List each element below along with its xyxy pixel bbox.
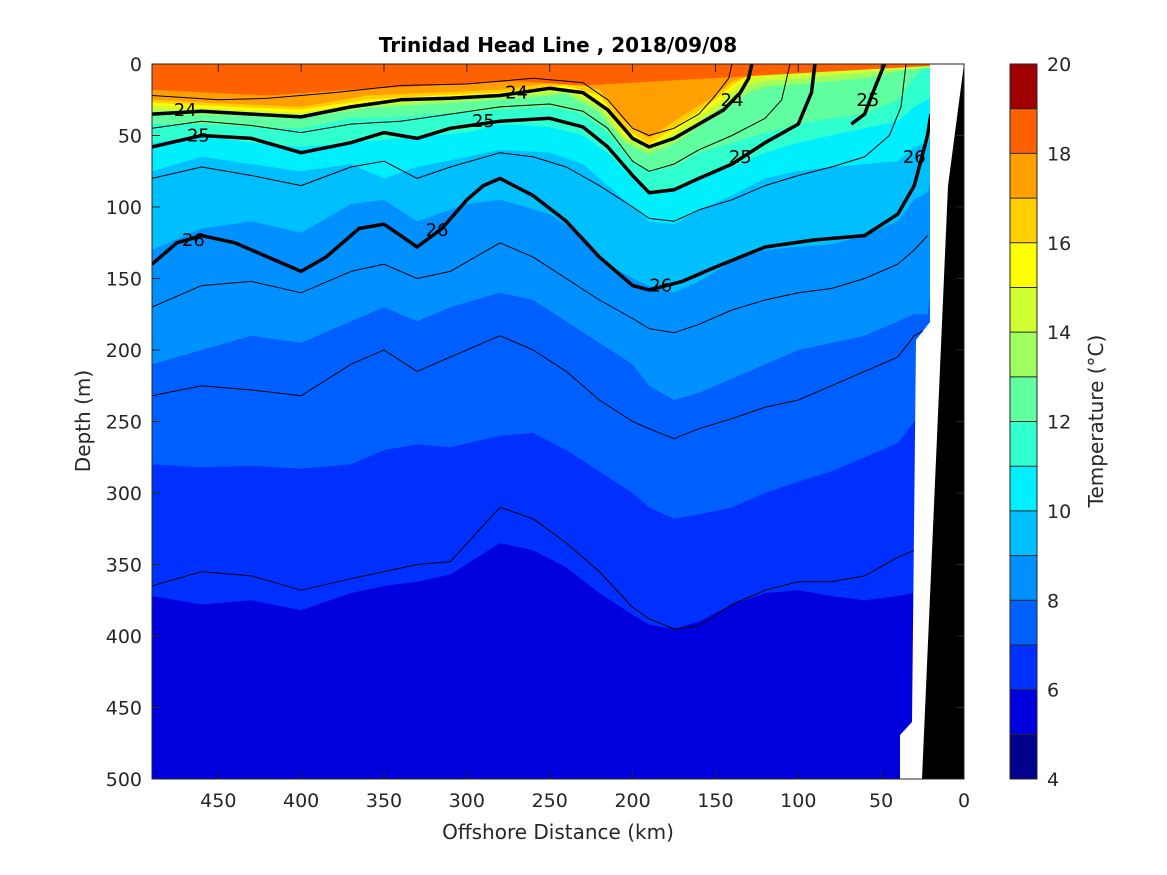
contour-line-6 [152,506,928,630]
y-tick-label: 300 [106,483,142,505]
contour-line-9 [152,64,907,222]
colorbar-tick-label: 10 [1047,501,1071,523]
x-tick-label: 300 [449,790,485,812]
y-tick-label: 250 [106,412,142,434]
colorbar-swatch [1010,644,1037,690]
seafloor-mask [900,64,964,779]
contour-line-8 [152,64,791,172]
chart-title: Trinidad Head Line , 2018/09/08 [379,33,737,57]
contour-label-9: 26 [649,276,672,297]
colorbar-swatch [1010,287,1037,333]
colorbar-tick-label: 16 [1047,233,1071,255]
x-axis-title: Offshore Distance (km) [442,820,674,844]
colorbar-swatch [1010,421,1037,467]
plot-area: 24 24 24 25 25 25 25 26 26 26 26 [152,64,964,779]
contour-label-8: 26 [426,220,449,241]
contour-line-3 [850,64,887,126]
y-tick-label: 150 [106,269,142,291]
colorbar-frame [1009,63,1038,780]
contour-line-7 [152,64,733,136]
colorbar-tick-label: 8 [1047,590,1059,612]
y-tick-label: 350 [106,555,142,577]
colorbar-tick-label: 18 [1047,143,1071,165]
contour-label-7: 26 [182,230,205,251]
x-tick-label: 50 [869,790,893,812]
contour-label-1: 24 [505,83,528,104]
colorbar-swatch [1010,734,1037,779]
colorbar-tick-label: 12 [1047,412,1071,434]
contour-label-4: 25 [472,111,495,132]
x-tick-label: 450 [200,790,236,812]
seafloor-black [922,64,964,779]
contour-label-6: 25 [856,90,879,111]
colorbar-tick-label: 4 [1047,769,1059,791]
x-tick-label: 350 [366,790,402,812]
y-tick-label: 200 [106,340,142,362]
colorbar-tick-label: 20 [1047,54,1071,76]
band-t17 [152,64,964,96]
colorbar-swatch [1010,108,1037,154]
y-axis-title: Depth (m) [71,370,95,472]
contour-line-5 [152,328,928,440]
contour-line-2 [152,113,933,292]
colorbar-swatch [1010,198,1037,243]
contour-lines [152,64,933,630]
colorbar-swatch [1010,555,1037,601]
x-tick-label: 0 [958,790,970,812]
y-tick-label: 450 [106,698,142,720]
x-tick-label: 250 [532,790,568,812]
colorbar: 4 6 8 10 12 14 16 18 20 [1009,54,1071,791]
contour-line-0 [152,64,754,149]
y-tick-label: 500 [106,769,142,791]
colorbar-swatch [1010,153,1037,199]
contour-label-0: 24 [174,100,197,121]
colorbar-title: Temperature (°C) [1084,335,1108,509]
colorbar-swatch [1010,332,1037,377]
x-tick-label: 150 [697,790,733,812]
contour-labels: 24 24 24 25 25 25 25 26 26 26 26 [174,83,926,297]
contour-line-1 [152,64,817,195]
contour-label-3: 25 [187,126,210,147]
x-tick-label: 100 [780,790,816,812]
colorbar-swatch [1010,466,1037,511]
colorbar-swatch [1010,510,1037,556]
colorbar-tick-label: 6 [1047,680,1059,702]
contour-line-4 [152,235,928,334]
y-axis-ticks: 0 50 100 150 200 250 300 350 400 450 500 [106,54,964,791]
colorbar-swatch [1010,376,1037,422]
temperature-bands [152,64,964,779]
colorbar-swatch [1010,242,1037,288]
y-tick-label: 400 [106,626,142,648]
colorbar-swatch [1010,689,1037,735]
contour-label-2: 24 [721,90,744,111]
colorbar-tick-label: 14 [1047,322,1071,344]
x-tick-label: 400 [283,790,319,812]
x-axis-ticks: 450 400 350 300 250 200 150 100 50 0 [200,64,970,812]
x-tick-label: 200 [614,790,650,812]
y-tick-label: 50 [118,126,142,148]
contour-label-5: 25 [729,147,752,168]
colorbar-swatch [1010,64,1037,109]
y-tick-label: 0 [130,54,142,76]
colorbar-swatch [1010,600,1037,645]
contour-label-10: 26 [903,147,926,168]
y-tick-label: 100 [106,197,142,219]
